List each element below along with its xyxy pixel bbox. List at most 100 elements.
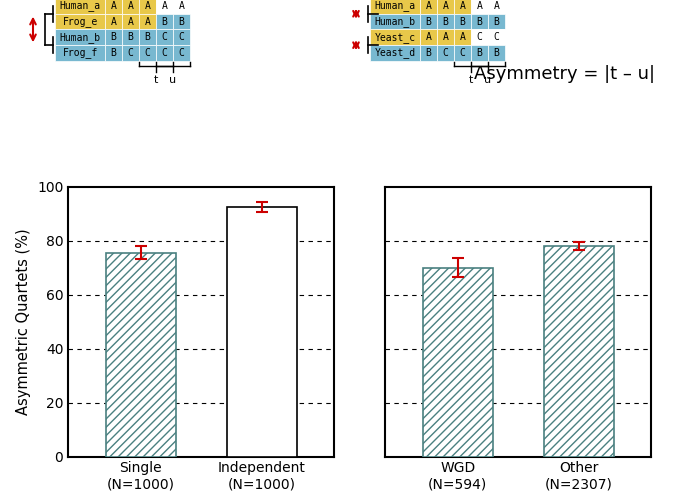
Text: B: B (145, 32, 151, 42)
Text: B: B (426, 48, 432, 58)
Bar (105, 14, 122, 29)
Text: A: A (110, 17, 117, 27)
Text: B: B (162, 17, 168, 27)
Text: A: A (128, 17, 134, 27)
Bar (139, 29, 156, 45)
Bar (471, 14, 488, 29)
Text: C: C (179, 48, 184, 58)
Text: B: B (426, 17, 432, 27)
Bar (454, 45, 471, 61)
Text: C: C (443, 48, 449, 58)
Bar (544, 246, 614, 457)
Text: B: B (460, 17, 465, 27)
Text: A: A (426, 1, 432, 11)
Bar (156, 0, 173, 14)
Bar (370, 0, 420, 14)
Text: B: B (128, 32, 134, 42)
Text: A: A (128, 1, 134, 11)
Text: B: B (494, 17, 499, 27)
Text: C: C (162, 32, 168, 42)
Bar (122, 0, 139, 14)
Text: A: A (460, 1, 465, 11)
Text: Human_a: Human_a (374, 0, 415, 11)
Bar (173, 29, 190, 45)
Bar (488, 14, 505, 29)
Text: C: C (460, 48, 465, 58)
Bar (55, 0, 105, 14)
Bar (471, 29, 488, 45)
Text: Frog_f: Frog_f (62, 48, 98, 58)
Bar (55, 45, 105, 61)
Bar (139, 14, 156, 29)
Text: Human_b: Human_b (59, 32, 100, 43)
Text: C: C (494, 32, 499, 42)
Text: A: A (443, 1, 449, 11)
Bar (122, 14, 139, 29)
Bar (488, 0, 505, 14)
Bar (226, 207, 297, 457)
Bar (55, 14, 105, 29)
Text: A: A (494, 1, 499, 11)
Bar (471, 45, 488, 61)
Text: C: C (179, 32, 184, 42)
Bar (139, 0, 156, 14)
Bar (488, 45, 505, 61)
Text: Yeast_d: Yeast_d (374, 48, 415, 58)
Bar (420, 29, 437, 45)
Text: Frog_e: Frog_e (62, 16, 98, 27)
Bar (420, 14, 437, 29)
Text: C: C (162, 48, 168, 58)
Bar (370, 14, 420, 29)
Bar (105, 0, 122, 14)
Y-axis label: Asymmetric Quartets (%): Asymmetric Quartets (%) (16, 228, 31, 415)
Text: A: A (477, 1, 482, 11)
Text: A: A (162, 1, 168, 11)
Bar (454, 29, 471, 45)
Text: B: B (179, 17, 184, 27)
Bar (471, 0, 488, 14)
Text: A: A (145, 1, 151, 11)
Bar (106, 253, 176, 457)
Bar (173, 45, 190, 61)
Bar (437, 14, 454, 29)
Text: A: A (426, 32, 432, 42)
Text: A: A (460, 32, 465, 42)
Bar (488, 29, 505, 45)
Text: t: t (154, 75, 158, 84)
Text: B: B (110, 32, 117, 42)
Bar (156, 45, 173, 61)
Text: u: u (169, 75, 177, 84)
Bar (454, 0, 471, 14)
Text: B: B (443, 17, 449, 27)
Text: B: B (477, 48, 482, 58)
Bar (173, 0, 190, 14)
Bar (437, 0, 454, 14)
Bar (437, 29, 454, 45)
Text: Human_b: Human_b (374, 16, 415, 27)
Bar (156, 14, 173, 29)
Bar (105, 29, 122, 45)
Text: Asymmetry = |t – u|: Asymmetry = |t – u| (475, 65, 655, 82)
Text: B: B (110, 48, 117, 58)
Bar (122, 45, 139, 61)
Bar (55, 29, 105, 45)
Bar (423, 268, 493, 457)
Bar (105, 45, 122, 61)
Text: u: u (484, 75, 492, 84)
Text: B: B (477, 17, 482, 27)
Bar (156, 29, 173, 45)
Bar (454, 14, 471, 29)
Text: A: A (145, 17, 151, 27)
Text: A: A (443, 32, 449, 42)
Text: t: t (469, 75, 473, 84)
Bar (370, 29, 420, 45)
Text: C: C (477, 32, 482, 42)
Text: Human_a: Human_a (59, 0, 100, 11)
Text: Yeast_c: Yeast_c (374, 32, 415, 43)
Bar (139, 45, 156, 61)
Bar (122, 29, 139, 45)
Bar (437, 45, 454, 61)
Text: A: A (110, 1, 117, 11)
Text: C: C (145, 48, 151, 58)
Text: A: A (179, 1, 184, 11)
